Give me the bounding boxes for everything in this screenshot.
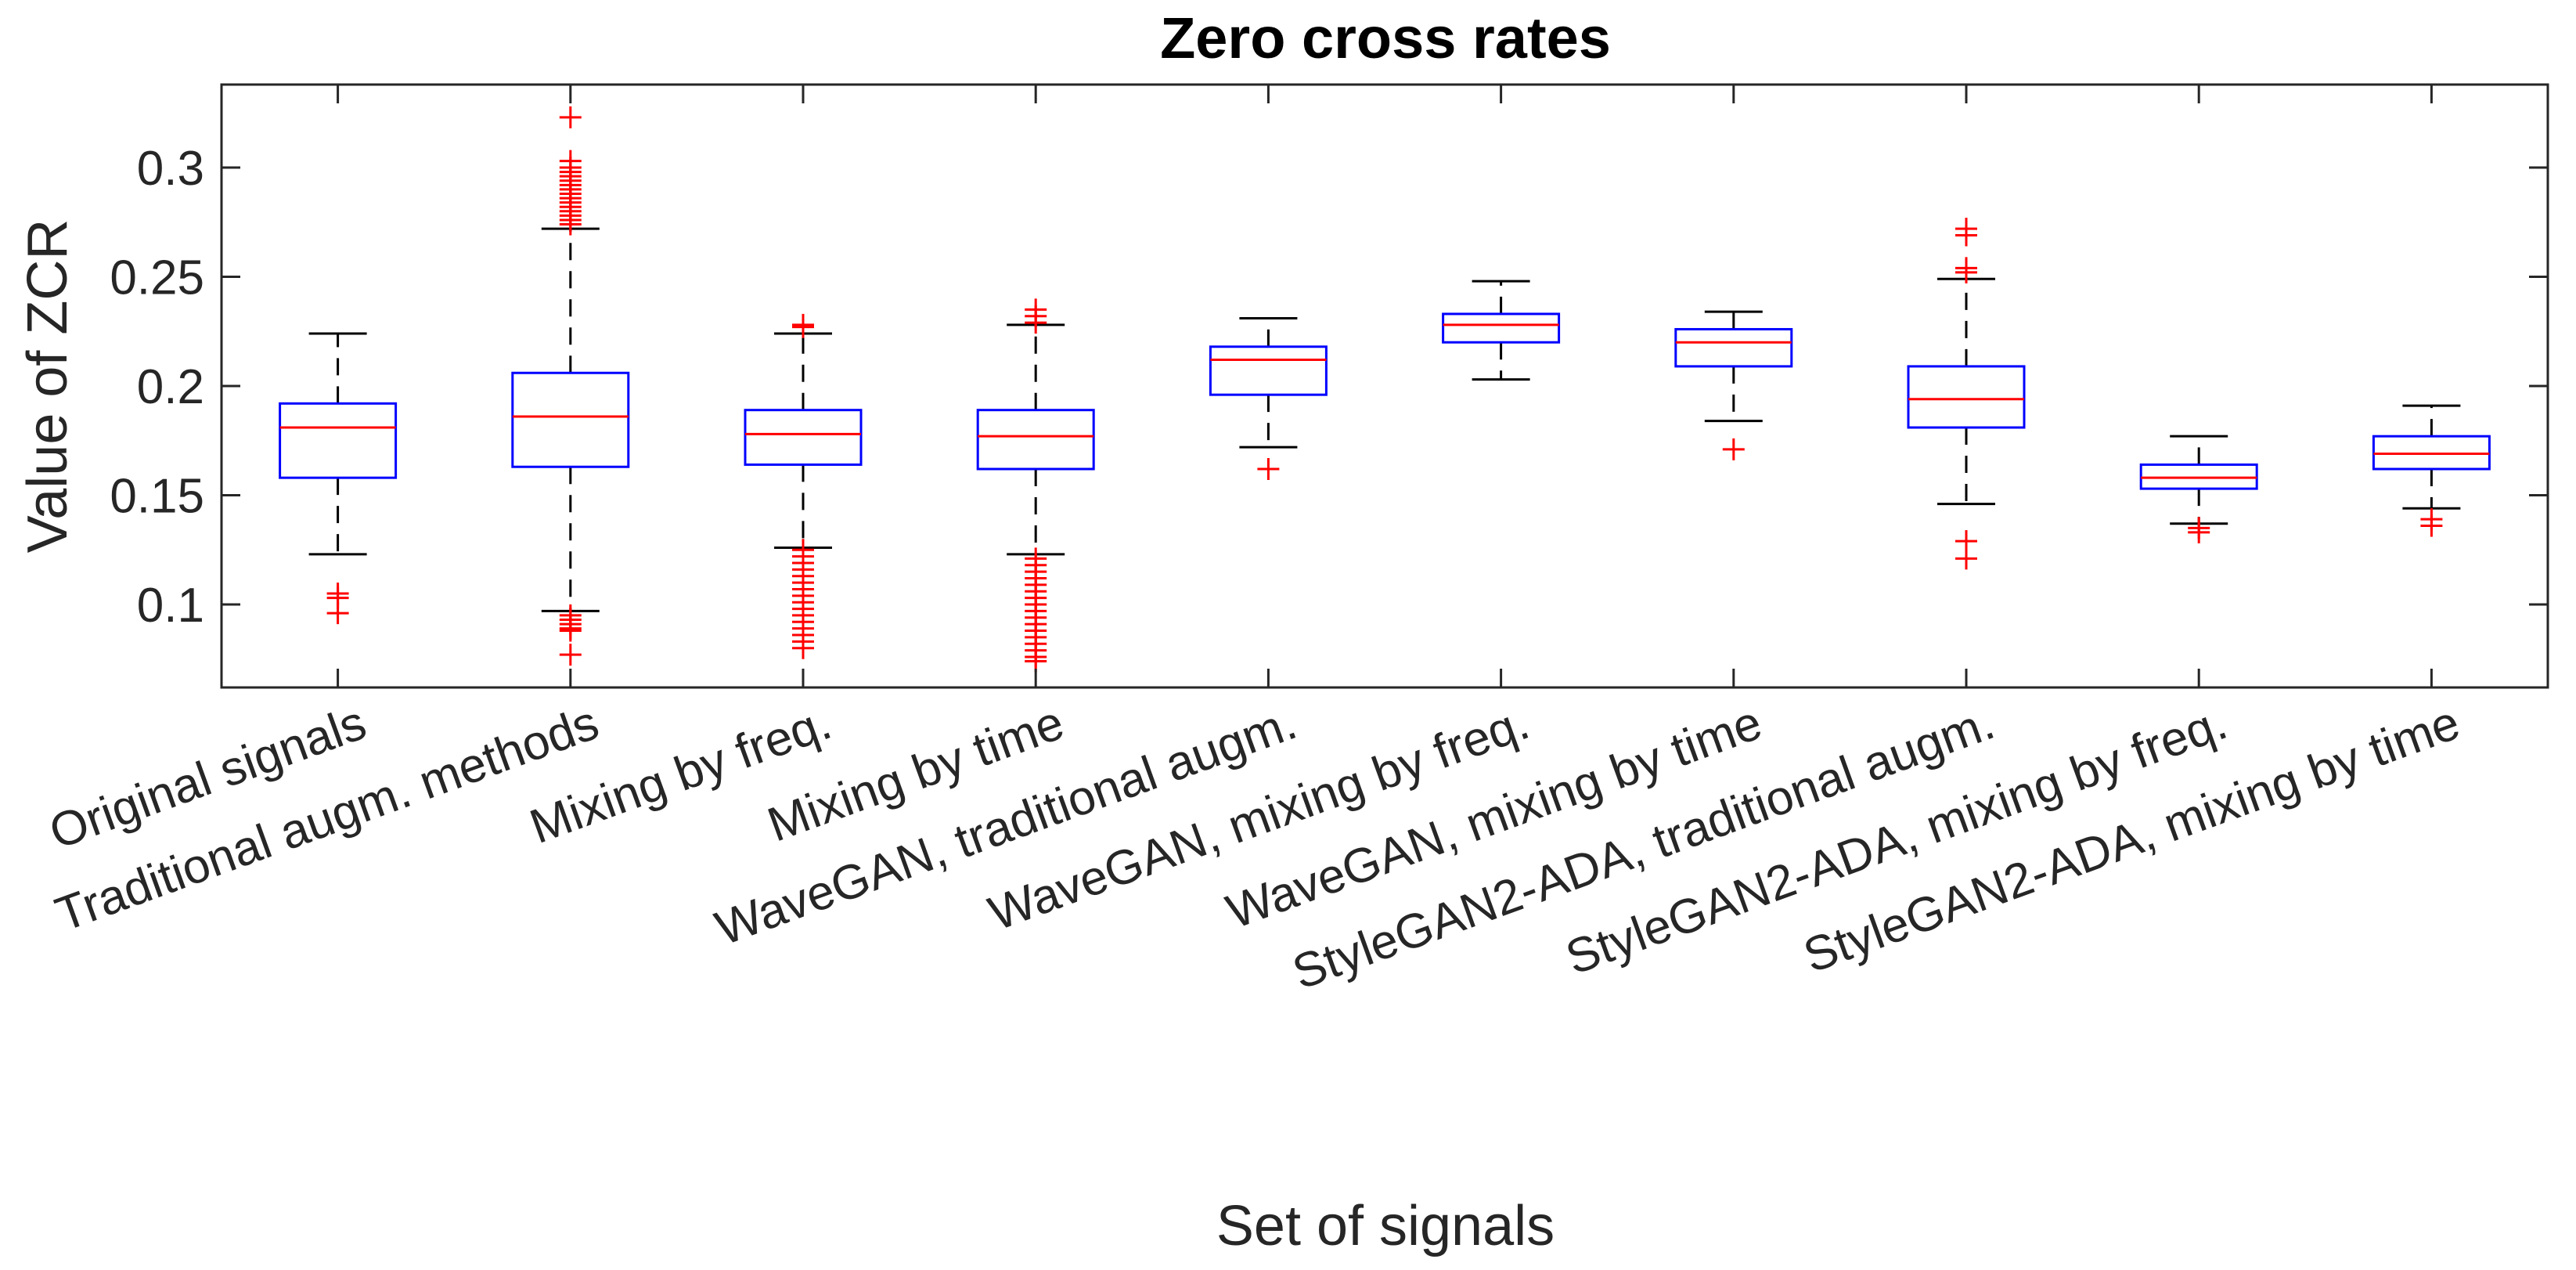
box-group — [1674, 310, 1793, 460]
outlier-marker — [792, 316, 814, 338]
interquartile-box — [1442, 312, 1561, 344]
y-tick-label: 0.25 — [110, 251, 204, 305]
outlier-marker — [2188, 521, 2210, 543]
box-group — [976, 298, 1095, 673]
plot-area — [279, 106, 2491, 673]
x-axis-label: Set of signals — [1216, 1195, 1555, 1257]
box-group — [2139, 435, 2258, 543]
outlier-marker — [2420, 514, 2443, 537]
outlier-marker — [559, 619, 582, 642]
y-axis-ticks: 0.1 0.15 0.2 0.25 0.3 — [110, 142, 2548, 633]
interquartile-box — [279, 402, 398, 479]
y-tick-label: 0.2 — [137, 360, 204, 414]
box-group — [1907, 218, 2026, 570]
outlier-marker — [1025, 312, 1047, 334]
interquartile-box — [1674, 327, 1793, 368]
y-tick-label: 0.1 — [137, 579, 204, 633]
outlier-marker — [1955, 261, 1977, 283]
y-tick-label: 0.15 — [110, 469, 204, 523]
interquartile-box — [1209, 345, 1328, 396]
box-group — [1442, 280, 1561, 381]
y-axis-label: Value of ZCR — [16, 219, 79, 554]
outlier-marker — [1955, 224, 1977, 247]
outlier-marker — [1025, 650, 1047, 673]
interquartile-box — [976, 409, 1095, 471]
outlier-marker — [1955, 547, 1977, 570]
outlier-marker — [559, 213, 582, 236]
box-group — [744, 313, 863, 659]
outlier-marker — [559, 106, 582, 128]
box-group — [279, 332, 398, 625]
chart-title: Zero cross rates — [1160, 5, 1611, 70]
outlier-marker — [1257, 458, 1280, 481]
y-tick-label: 0.3 — [137, 142, 204, 196]
box-group — [1209, 317, 1328, 481]
box-group — [2372, 404, 2491, 537]
outlier-marker — [559, 644, 582, 666]
interquartile-box — [744, 409, 863, 466]
outlier-marker — [792, 637, 814, 659]
interquartile-box — [1907, 365, 2026, 429]
box-group — [511, 106, 630, 666]
outlier-marker — [1722, 438, 1745, 460]
interquartile-box — [511, 371, 630, 468]
outlier-marker — [326, 602, 349, 625]
